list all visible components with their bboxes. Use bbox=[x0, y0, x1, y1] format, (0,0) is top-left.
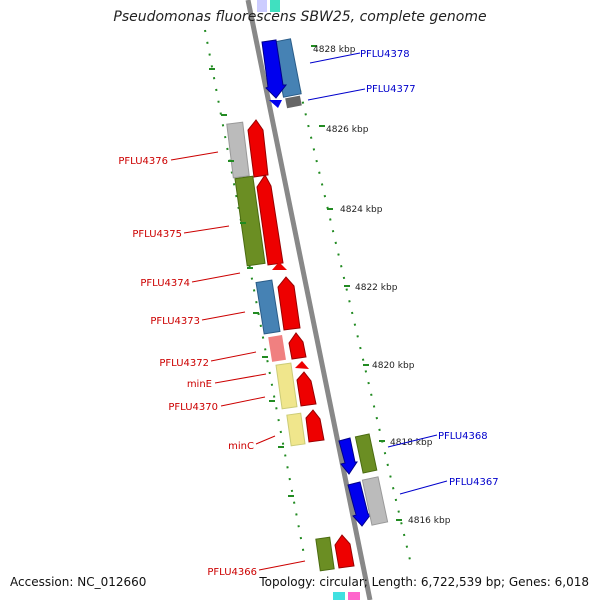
scale-tick-label: 4816 kbp bbox=[408, 516, 451, 526]
gene-label-pflu4374: PFLU4374 bbox=[140, 278, 190, 289]
scale-tick-label: 4826 kbp bbox=[326, 125, 369, 135]
label-leader-line bbox=[309, 52, 361, 64]
partial-gene-bottom-1 bbox=[333, 592, 345, 600]
scale-tick-label: 4824 kbp bbox=[340, 205, 383, 215]
gene-pflu4366 bbox=[334, 534, 355, 569]
cog-box-pin4370 bbox=[275, 362, 298, 410]
partial-gene-top-2 bbox=[270, 0, 280, 12]
scale-tick-label: 4818 kbp bbox=[390, 438, 433, 448]
gene-label-pflu4370: PFLU4370 bbox=[168, 402, 218, 413]
label-leader-line bbox=[191, 272, 241, 283]
gene-label-pflu4368: PFLU4368 bbox=[438, 431, 488, 442]
label-leader-line bbox=[387, 434, 438, 448]
gene-label-pflu4378: PFLU4378 bbox=[360, 49, 410, 60]
cog-box-pflu4372 bbox=[268, 335, 286, 362]
gene-label-pflu4373: PFLU4373 bbox=[150, 316, 200, 327]
gene-pflu4367 bbox=[347, 481, 372, 527]
gene-pflu4377 bbox=[269, 100, 282, 108]
label-leader-line bbox=[183, 225, 230, 234]
gene-pflu4375 bbox=[256, 174, 284, 266]
label-leader-line bbox=[210, 351, 257, 362]
cog-box-minc bbox=[286, 412, 306, 447]
gene-pflu4378 bbox=[261, 39, 288, 99]
gene-pflu4370 bbox=[296, 371, 317, 407]
label-leader-line bbox=[258, 560, 306, 571]
scale-tick-label: 4828 kbp bbox=[313, 45, 356, 55]
label-leader-line bbox=[214, 373, 267, 384]
label-leader-line bbox=[307, 88, 366, 101]
gene-pflu4374 bbox=[272, 262, 287, 270]
gene-labels: PFLU4378 PFLU4377 PFLU4368 PFLU4367 PFLU4376… bbox=[118, 49, 498, 578]
cog-box-pflu4373 bbox=[255, 279, 281, 335]
map-title: Pseudomonas fluorescens SBW25, complete … bbox=[113, 9, 487, 25]
label-leader-line bbox=[220, 396, 266, 407]
label-leader-line bbox=[201, 311, 246, 321]
gene-label-pflu4366: PFLU4366 bbox=[207, 567, 257, 578]
gene-label-pflu4375: PFLU4375 bbox=[132, 229, 182, 240]
cog-box-pflu4366 bbox=[315, 536, 335, 572]
gene-pflu4376 bbox=[247, 119, 269, 178]
accession-text: Accession: NC_012660 bbox=[10, 575, 147, 589]
label-leader-line bbox=[399, 480, 448, 495]
gene-label-pflu4377: PFLU4377 bbox=[366, 84, 416, 95]
gene-label-pflu4367: PFLU4367 bbox=[449, 477, 499, 488]
gene-label-mine: minE bbox=[187, 379, 212, 390]
gene-minc bbox=[305, 409, 325, 443]
scale-tick-label: 4822 kbp bbox=[355, 283, 398, 293]
cog-box-pflu4377 bbox=[285, 95, 302, 109]
partial-gene-top-1 bbox=[257, 0, 267, 12]
gene-mine bbox=[295, 361, 309, 369]
topology-text: Topology: circular; Length: 6,722,539 bp… bbox=[259, 575, 589, 589]
gene-label-pflu4376: PFLU4376 bbox=[118, 156, 168, 167]
gene-label-minc: minC bbox=[228, 441, 254, 452]
cog-box-pflu4376 bbox=[226, 121, 250, 179]
gene-pflu4368 bbox=[338, 437, 358, 475]
genome-backbone bbox=[245, 0, 373, 601]
right-scale-track bbox=[299, 89, 411, 561]
label-leader-line bbox=[170, 151, 219, 161]
scale-tick-label: 4820 kbp bbox=[372, 361, 415, 371]
gene-label-pflu4372: PFLU4372 bbox=[159, 358, 209, 369]
cog-box-pflu4368 bbox=[354, 433, 378, 474]
cog-box-pflu4367 bbox=[361, 476, 389, 526]
partial-gene-bottom-2 bbox=[348, 592, 360, 600]
gene-pflu4373 bbox=[277, 276, 301, 331]
label-leader-line bbox=[255, 435, 276, 445]
scale-ticks: 4828 kbp 4826 kbp 4824 kbp 4822 kbp 4820 kbp… bbox=[209, 45, 451, 526]
gene-pflu4372 bbox=[288, 332, 307, 360]
